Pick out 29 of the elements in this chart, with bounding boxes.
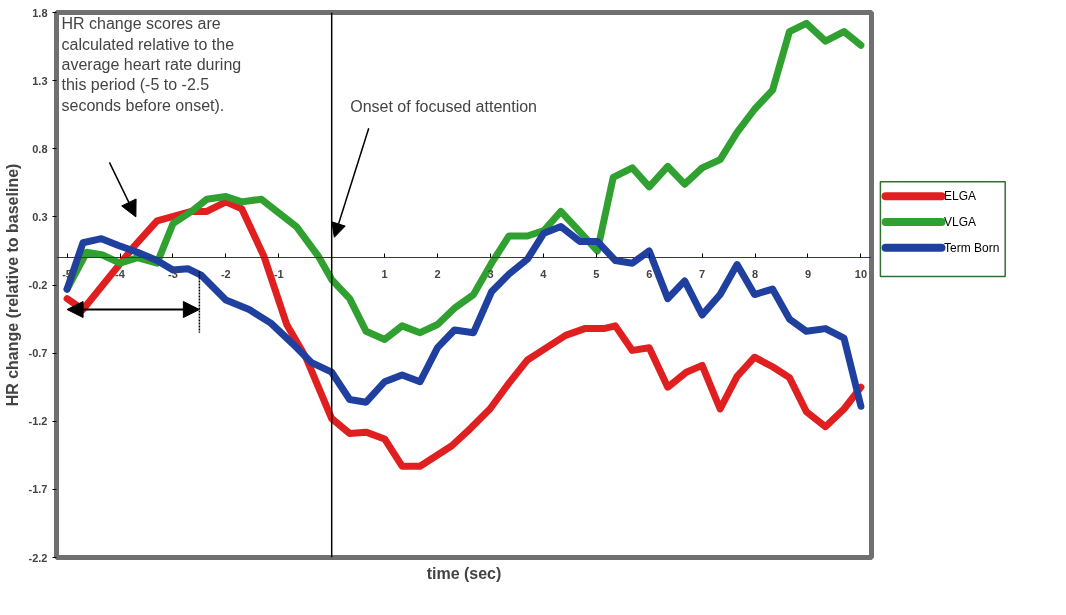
x-tick-label: 8	[752, 267, 759, 280]
y-tick-label: -0.2	[28, 279, 48, 291]
x-axis-title: time (sec)	[426, 564, 502, 582]
x-tick-label: -2	[220, 267, 231, 280]
legend-label: VLGA	[944, 215, 977, 230]
x-tick-label: 2	[434, 267, 441, 280]
annotation: HR change scores are calculated relative to the average heart rate during this period (-5 to -2.5 seconds before onset).	[61, 15, 242, 114]
x-tick-label: -4	[115, 267, 126, 280]
x-tick-label: 7	[699, 267, 706, 280]
y-tick-label: -1.7	[28, 483, 48, 496]
x-tick-label: -1	[273, 267, 284, 280]
y-tick-label: 0.3	[32, 210, 48, 223]
x-tick-label: 6	[646, 267, 653, 280]
ref-line-label: Onset of focused attention	[350, 97, 538, 115]
y-tick-label: 1.3	[32, 74, 48, 87]
x-tick-label: 9	[804, 267, 812, 280]
x-tick-label: 5	[593, 267, 600, 280]
x-tick-label: 3	[487, 267, 494, 280]
y-tick-label: -2.2	[28, 551, 48, 564]
x-tick-label: 1	[381, 267, 388, 280]
legend-label: ELGA	[944, 189, 977, 204]
y-tick-label: 1.8	[32, 6, 48, 19]
y-tick-label: 0.8	[32, 142, 48, 155]
x-tick-label: 10	[854, 267, 868, 280]
y-tick-label: -0.7	[28, 347, 48, 360]
legend-label: Term Born	[944, 240, 1000, 255]
y-tick-label: -1.2	[28, 415, 48, 428]
y-axis-title: HR change (relative to baseline)	[3, 163, 21, 407]
x-tick-label: 4	[540, 267, 548, 280]
